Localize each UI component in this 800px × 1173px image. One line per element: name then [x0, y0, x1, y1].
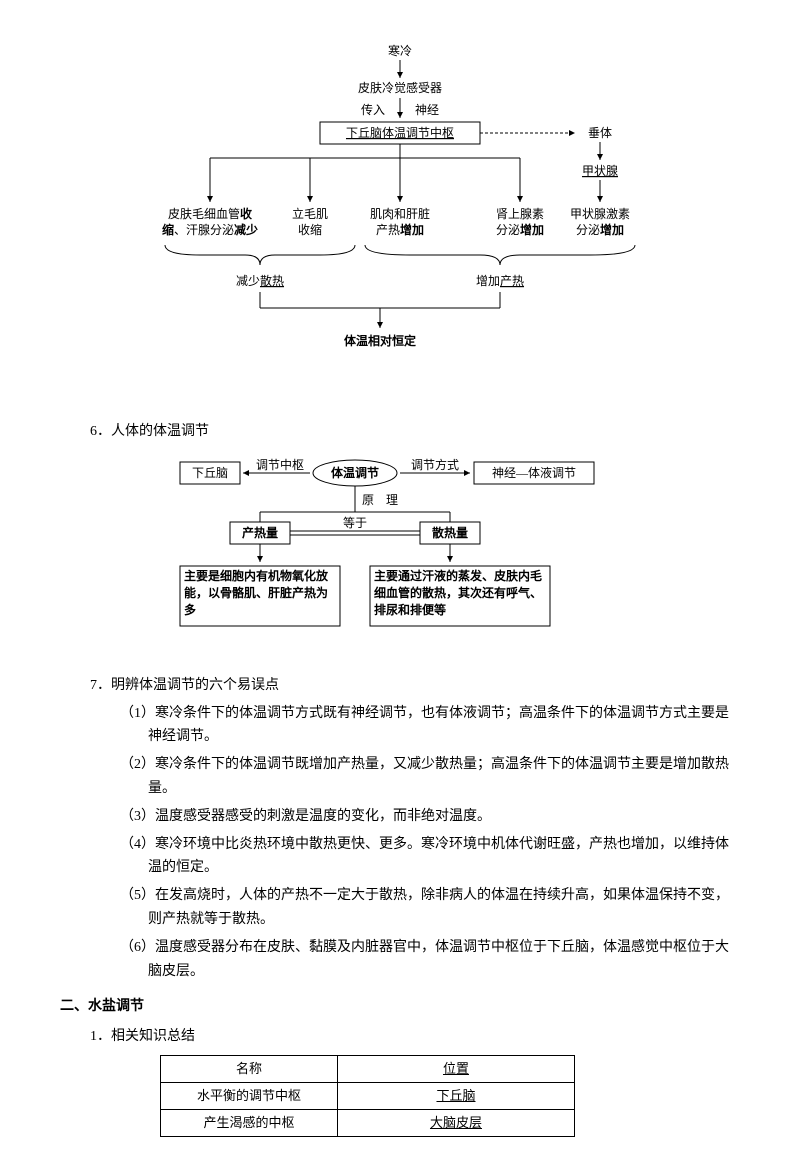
d1-e5a: 甲状腺激素 [570, 207, 630, 221]
d2-method-label: 调节方式 [411, 457, 459, 472]
d1-e1a: 皮肤毛细血管收 [168, 206, 252, 221]
d1-e5b: 分泌增加 [576, 222, 624, 237]
cold-regulation-diagram: 寒冷 皮肤冷觉感受器 传入 神经 下丘脑体温调节中枢 垂体 甲状腺 皮肤毛细血管… [60, 40, 740, 410]
item7-p1: （1）寒冷条件下的体温调节方式既有神经调节，也有体液调节；高温条件下的体温调节方… [120, 702, 740, 750]
d2-method: 神经—体液调节 [492, 465, 576, 480]
d2-left-desc: 主要是细胞内有机物氧化放能，以骨骼肌、肝脏产热为多 [184, 568, 336, 618]
item7-p6: （6）温度感受器分布在皮肤、黏膜及内脏器官中，体温调节中枢位于下丘脑，体温感觉中… [120, 936, 740, 984]
d1-e2b: 收缩 [298, 222, 322, 237]
d1-e4b: 分泌增加 [496, 222, 544, 237]
item6-title: 6．人体的体温调节 [90, 420, 740, 444]
d1-afferent-r: 神经 [415, 103, 439, 117]
d1-afferent-l: 传入 [361, 102, 385, 117]
r2c1: 产生渴感的中枢 [161, 1110, 338, 1137]
diagram1-svg: 寒冷 皮肤冷觉感受器 传入 神经 下丘脑体温调节中枢 垂体 甲状腺 皮肤毛细血管… [140, 40, 660, 410]
item7-p4: （4）寒冷环境中比炎热环境中散热更快、更多。寒冷环境中机体代谢旺盛，产热也增加，… [120, 833, 740, 881]
table-row: 名称 位置 [161, 1055, 575, 1082]
d2-heat-prod: 产热量 [242, 525, 278, 540]
d2-right-desc: 主要通过汗液的蒸发、皮肤内毛细血管的散热，其次还有呼气、排尿和排便等 [374, 568, 546, 618]
d1-thyroid: 甲状腺 [582, 164, 618, 178]
d2-hypo: 下丘脑 [192, 466, 228, 480]
d1-e4a: 肾上腺素 [496, 207, 544, 221]
d1-pituitary: 垂体 [588, 126, 612, 140]
item7-title: 7．明辨体温调节的六个易误点 [90, 674, 740, 698]
d1-e3a: 肌肉和肝脏 [370, 206, 430, 221]
item7-p2: （2）寒冷条件下的体温调节既增加产热量，又减少散热量；高温条件下的体温调节主要是… [120, 753, 740, 801]
d1-e1b: 缩、汗腺分泌减少 [162, 222, 258, 237]
body-temp-diagram2: 下丘脑 调节中枢 体温调节 调节方式 神经—体液调节 原 理 产热量 散热量 等… [60, 454, 740, 664]
d2-title: 体温调节 [331, 465, 379, 480]
d1-reduce: 减少散热 [236, 273, 284, 288]
knowledge-table: 名称 位置 水平衡的调节中枢 下丘脑 产生渴感的中枢 大脑皮层 [160, 1055, 575, 1137]
diagram2-svg: 下丘脑 调节中枢 体温调节 调节方式 神经—体液调节 原 理 产热量 散热量 等… [160, 454, 640, 664]
table-row: 产生渴感的中枢 大脑皮层 [161, 1110, 575, 1137]
d1-top: 寒冷 [388, 43, 412, 58]
item7-p5: （5）在发高烧时，人体的产热不一定大于散热，除非病人的体温在持续升高，如果体温保… [120, 884, 740, 932]
r1c2: 下丘脑 [338, 1083, 575, 1110]
section2-sub1: 1．相关知识总结 [90, 1025, 740, 1049]
r2c2: 大脑皮层 [338, 1110, 575, 1137]
section2-title: 二、水盐调节 [60, 995, 740, 1019]
d2-heat-loss: 散热量 [432, 525, 468, 540]
d1-result: 体温相对恒定 [344, 333, 416, 348]
d1-increase: 增加产热 [476, 274, 524, 288]
item7-p3: （3）温度感受器感受的刺激是温度的变化，而非绝对温度。 [120, 805, 740, 829]
th-name: 名称 [161, 1055, 338, 1082]
d1-e3b: 产热增加 [376, 222, 424, 237]
d1-center: 下丘脑体温调节中枢 [346, 125, 454, 140]
d2-center-label: 调节中枢 [256, 457, 304, 472]
d1-receptor: 皮肤冷觉感受器 [358, 80, 442, 95]
d2-equals: 等于 [343, 516, 367, 530]
table-row: 水平衡的调节中枢 下丘脑 [161, 1083, 575, 1110]
r1c1: 水平衡的调节中枢 [161, 1083, 338, 1110]
d1-e2a: 立毛肌 [292, 206, 328, 221]
th-location: 位置 [338, 1055, 575, 1082]
d2-principle: 原 理 [362, 493, 398, 507]
